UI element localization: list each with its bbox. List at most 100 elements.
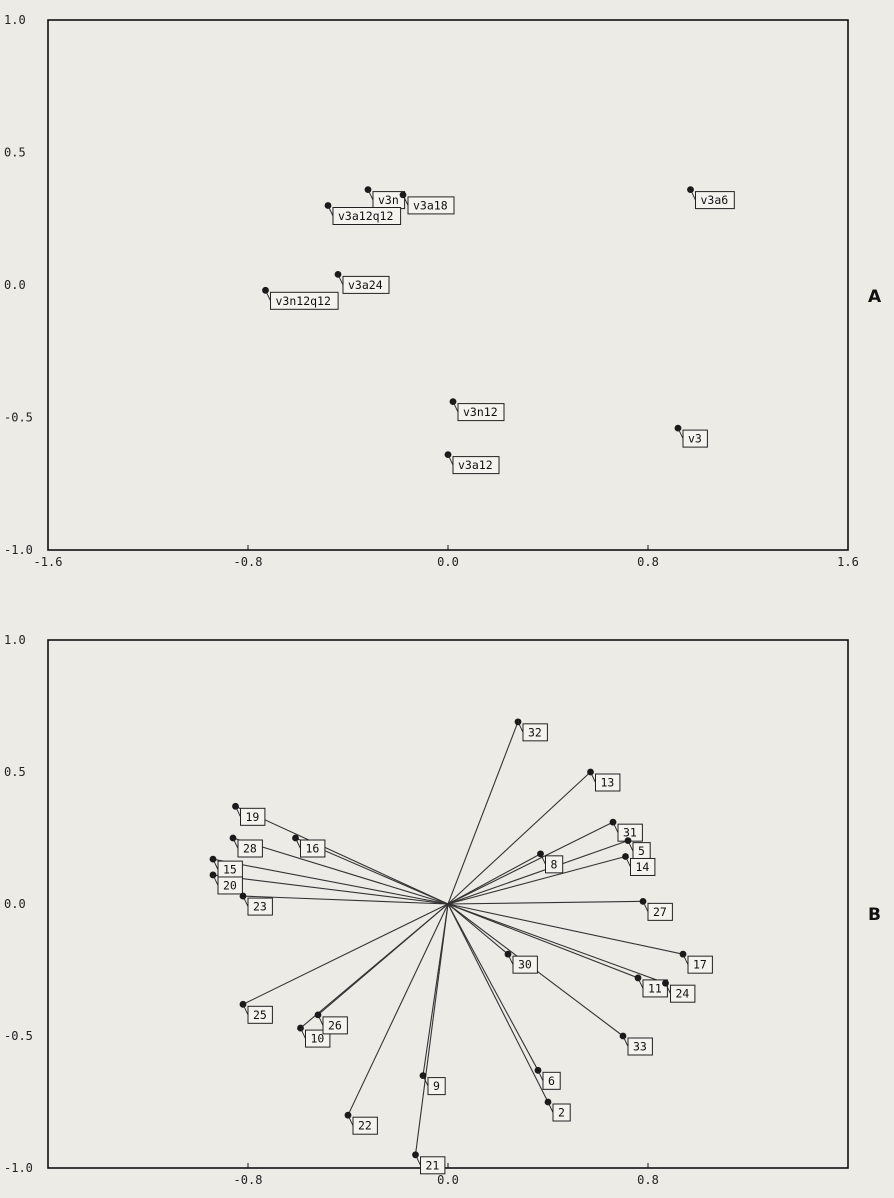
panel-b-label-leader bbox=[537, 1070, 544, 1082]
panel-b-label-box bbox=[522, 723, 548, 742]
panel-b-label-box bbox=[352, 1116, 378, 1135]
panel-b-point-label: 13 bbox=[601, 776, 615, 790]
panel-a-label-box bbox=[695, 191, 735, 210]
panel-b-point bbox=[239, 1000, 247, 1008]
panel-b-point-label: 20 bbox=[223, 878, 237, 892]
panel-b-point-label: 17 bbox=[693, 958, 707, 972]
panel-b-vector bbox=[447, 840, 629, 905]
panel-b-label-leader bbox=[235, 806, 241, 818]
panel-a-label-leader bbox=[327, 205, 334, 217]
panel-b-vector bbox=[317, 903, 449, 1016]
panel-a-y-tick-label: 0.0 bbox=[4, 278, 26, 292]
panel-b-label-leader bbox=[507, 953, 514, 965]
panel-b-label-box bbox=[545, 855, 564, 874]
panel-b-label-box bbox=[647, 902, 673, 921]
panel-b-point bbox=[504, 950, 512, 958]
panel-b-vector bbox=[447, 721, 519, 905]
panel-a-x-tick-label: 0.8 bbox=[637, 555, 659, 569]
panel-b-vector bbox=[212, 874, 449, 905]
panel-b-point-label: 11 bbox=[648, 981, 662, 995]
panel-a-label-box bbox=[407, 196, 455, 215]
panel-a-y-tick-label: -0.5 bbox=[4, 411, 33, 425]
panel-b-vector bbox=[447, 900, 644, 905]
panel-b-label-leader bbox=[517, 721, 524, 733]
panel-b-vector bbox=[232, 837, 449, 905]
panel-b-point-label: 31 bbox=[623, 826, 637, 840]
panel-b-vector bbox=[447, 903, 549, 1103]
panel-a-label-box bbox=[270, 291, 339, 310]
panel-a-marks: v3n v3a18 v3a12q12 v3a6 v3a24 v3n12q12 v3n12 v3… bbox=[262, 186, 735, 475]
panel-b-point-label: 27 bbox=[653, 905, 667, 919]
panel-b-point-label: 30 bbox=[518, 958, 532, 972]
panel-a-y-tick-label: 0.5 bbox=[4, 146, 26, 160]
panel-a-y-tick-label: 1.0 bbox=[4, 13, 26, 27]
panel-b-label-leader bbox=[627, 840, 634, 852]
panel-b-label-leader bbox=[415, 1154, 421, 1166]
panel-b-label-box bbox=[247, 1005, 273, 1024]
panel-b-vector bbox=[242, 903, 449, 1005]
panel-b-vector bbox=[447, 853, 541, 905]
panel-a-label-box bbox=[457, 403, 505, 422]
panel-b-point-label: 28 bbox=[243, 842, 257, 856]
panel-b-label-leader bbox=[242, 895, 249, 907]
panel-b-point-label: 32 bbox=[528, 725, 542, 739]
panel-b-label-leader bbox=[300, 1027, 306, 1039]
panel-a-point-label: v3a12q12 bbox=[338, 209, 393, 223]
panel-b-label-box bbox=[630, 857, 656, 876]
panel-b-point-label: 8 bbox=[551, 857, 558, 871]
panel-b-label-box bbox=[300, 839, 326, 858]
panel-b-vector bbox=[447, 771, 591, 905]
panel-b-x-tick-label: 0.8 bbox=[637, 1173, 659, 1187]
panel-b-label-leader bbox=[242, 1004, 249, 1016]
panel-b-label-leader bbox=[232, 837, 239, 849]
panel-b-label-leader bbox=[422, 1075, 429, 1087]
panel-a-label-leader bbox=[402, 194, 409, 206]
panel-b-label-leader bbox=[317, 1014, 324, 1026]
panel-a-label-box bbox=[332, 207, 402, 225]
panel-b-vector bbox=[447, 855, 626, 905]
panel-a-label-box bbox=[682, 429, 708, 448]
panel-b-chart: 1.0 0.5 0.0 -0.5 -1.0 -0.8 0.0 0.8 32 13 315 14 8 27… bbox=[4, 633, 849, 1187]
panel-b-label-box bbox=[595, 773, 621, 792]
panel-b-point-label: 10 bbox=[311, 1032, 325, 1046]
panel-a-label-box bbox=[452, 456, 500, 475]
panel-b-label-box bbox=[512, 955, 538, 974]
panel-a-point-label: v3a24 bbox=[348, 278, 383, 292]
panel-b-label-leader bbox=[637, 977, 644, 989]
panel-a-point-label: v3a18 bbox=[413, 198, 448, 212]
panel-b-label-leader bbox=[547, 1101, 554, 1113]
panel-a-point-label: v3n12q12 bbox=[276, 294, 331, 308]
panel-b-point bbox=[209, 871, 217, 879]
panel-b-letter: B bbox=[868, 905, 881, 925]
panel-a-label-leader bbox=[447, 454, 454, 466]
panel-b-point-label: 22 bbox=[358, 1119, 372, 1133]
panel-b-label-leader bbox=[665, 983, 671, 994]
panel-b-label-box bbox=[427, 1077, 446, 1096]
panel-b-point-label: 2 bbox=[558, 1106, 565, 1120]
panel-a-point-label: v3a6 bbox=[701, 193, 729, 207]
panel-b-point bbox=[232, 802, 239, 810]
panel-b-vector bbox=[347, 903, 449, 1116]
panel-b-point bbox=[679, 950, 687, 958]
panel-b-point-label: 25 bbox=[253, 1008, 267, 1022]
panel-b-vector bbox=[447, 903, 639, 979]
panel-a-label-leader bbox=[265, 290, 271, 301]
panel-b-label-box bbox=[670, 984, 696, 1003]
panel-b-label-box bbox=[240, 807, 266, 826]
panel-b-x-tick-label: -0.8 bbox=[234, 1173, 263, 1187]
panel-b-point-label: 9 bbox=[433, 1079, 440, 1093]
panel-a-x-tick-label: -0.8 bbox=[234, 555, 263, 569]
panel-b-label-leader bbox=[625, 856, 631, 868]
panel-b-point-label: 6 bbox=[548, 1074, 555, 1088]
panel-a-y-tick-label: -1.0 bbox=[4, 543, 33, 557]
panel-b-label-box bbox=[237, 839, 263, 858]
panel-b-point bbox=[537, 850, 544, 858]
panel-a-point-label: v3n bbox=[378, 193, 399, 207]
panel-a-label-leader bbox=[367, 189, 374, 201]
panel-b-label-box bbox=[542, 1071, 561, 1090]
panel-b-point bbox=[514, 718, 522, 726]
panel-b-label-leader bbox=[212, 858, 219, 870]
panel-b-point-label: 21 bbox=[426, 1158, 440, 1172]
panel-b-vector bbox=[447, 821, 614, 905]
panel-b-label-box bbox=[642, 979, 668, 998]
